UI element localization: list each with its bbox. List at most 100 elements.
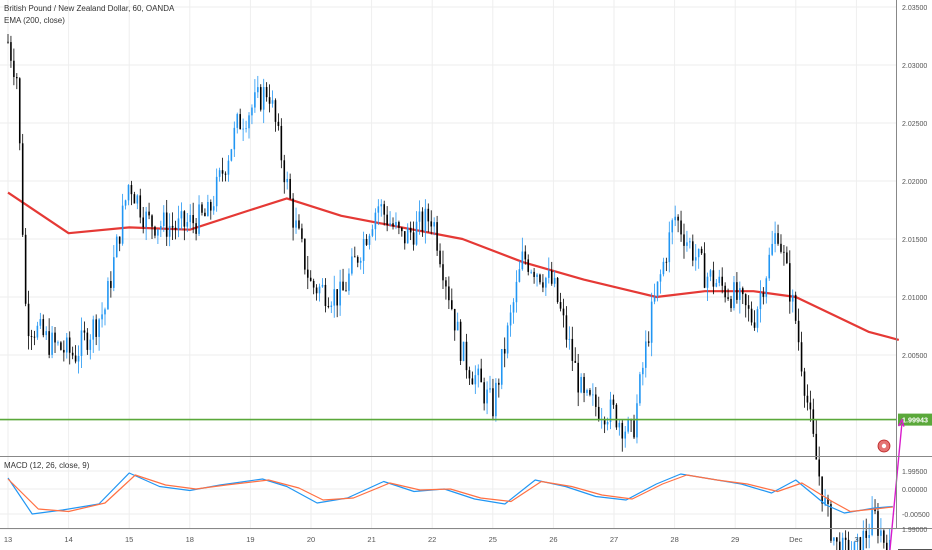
- candle-body: [885, 542, 888, 550]
- candle-body: [571, 338, 574, 361]
- candle-body: [659, 274, 662, 282]
- candle-body: [283, 160, 286, 183]
- symbol-legend[interactable]: British Pound / New Zealand Dollar, 60, …: [4, 4, 174, 13]
- candle-body: [212, 206, 215, 211]
- candle-body: [368, 235, 371, 245]
- projection-arrowhead: [897, 418, 905, 427]
- candle-body: [880, 530, 882, 536]
- candle-body: [730, 298, 732, 309]
- candle-body: [424, 208, 427, 232]
- candle-body: [280, 125, 283, 161]
- candle-body: [139, 195, 142, 218]
- candle-body: [151, 215, 153, 227]
- candle-body: [327, 305, 330, 308]
- candle-body: [865, 530, 868, 538]
- candle-body: [186, 222, 189, 227]
- candle-body: [665, 261, 668, 263]
- time-tick-label: 14: [64, 535, 72, 544]
- candle-body: [703, 253, 706, 288]
- time-tick-label: Dec: [789, 535, 803, 544]
- candle-body: [342, 281, 344, 291]
- candle-body: [389, 223, 391, 226]
- ema-legend[interactable]: EMA (200, close): [4, 16, 65, 25]
- candle-body: [433, 222, 435, 227]
- candle-body: [718, 276, 721, 283]
- candle-body: [530, 271, 532, 273]
- candle-body: [80, 330, 83, 356]
- candle-body: [706, 276, 709, 288]
- candle-body: [289, 178, 291, 199]
- macd-legend[interactable]: MACD (12, 26, close, 9): [4, 461, 89, 470]
- candle-body: [800, 342, 803, 372]
- candle-body: [39, 319, 42, 326]
- candle-body: [63, 349, 65, 353]
- candle-body: [498, 382, 500, 385]
- signal-line: [7, 474, 893, 513]
- candle-body: [618, 422, 621, 428]
- candle-body: [506, 325, 509, 354]
- ema-layer: [7, 191, 900, 341]
- candle-body: [824, 498, 826, 504]
- candle-body: [359, 260, 362, 263]
- candle-body: [230, 149, 233, 161]
- time-tick-label: 19: [246, 535, 254, 544]
- candle-body: [21, 143, 24, 235]
- candle-body: [715, 282, 718, 287]
- candle-body: [409, 227, 412, 233]
- candle-body: [603, 419, 606, 425]
- candle-body: [780, 243, 782, 252]
- candle-body: [568, 338, 571, 340]
- candle-body: [700, 248, 703, 254]
- candle-body: [274, 100, 277, 122]
- candle-body: [160, 225, 162, 230]
- candle-body: [783, 251, 785, 253]
- candle-body: [312, 280, 315, 288]
- candle-body: [794, 294, 797, 321]
- candle-body: [92, 319, 95, 340]
- candle-body: [495, 382, 497, 417]
- candle-body: [162, 212, 165, 226]
- candle-body: [836, 537, 838, 542]
- candle-body: [518, 269, 521, 282]
- candle-body: [13, 60, 15, 78]
- candle-body: [321, 284, 324, 287]
- macd-tick-label: 0.00000: [902, 487, 927, 494]
- candle-body: [721, 276, 724, 286]
- candle-body: [259, 87, 262, 110]
- candle-body: [727, 297, 729, 299]
- ema-legend-text: EMA (200, close): [4, 16, 65, 25]
- candle-body: [68, 337, 71, 353]
- candle-body: [257, 87, 259, 93]
- candle-body: [844, 537, 847, 540]
- candle-body: [60, 342, 62, 350]
- candle-body: [115, 236, 118, 258]
- candle-body: [683, 234, 685, 246]
- price-tick-label: 2.03000: [902, 63, 927, 70]
- candle-body: [480, 368, 482, 383]
- candle-body: [877, 511, 879, 536]
- candle-body: [330, 305, 333, 308]
- candle-body: [183, 211, 186, 227]
- candle-body: [739, 288, 741, 300]
- candle-body: [107, 281, 109, 310]
- candle-body: [527, 259, 530, 272]
- candle-body: [697, 248, 700, 258]
- candle-body: [547, 270, 550, 278]
- candle-body: [565, 315, 568, 340]
- candle-body: [453, 308, 456, 331]
- candle-body: [121, 205, 124, 244]
- candle-body: [653, 296, 656, 302]
- candle-body: [262, 87, 265, 110]
- candle-body: [733, 282, 735, 309]
- candle-body: [154, 226, 156, 236]
- candle-body: [856, 537, 859, 542]
- candle-body: [750, 308, 753, 323]
- candle-body: [180, 211, 183, 219]
- candle-body: [615, 404, 618, 428]
- macd-tick-label: -0.00500: [902, 512, 930, 519]
- candle-body: [118, 236, 121, 244]
- candle-body: [562, 308, 565, 316]
- candle-body: [639, 374, 641, 404]
